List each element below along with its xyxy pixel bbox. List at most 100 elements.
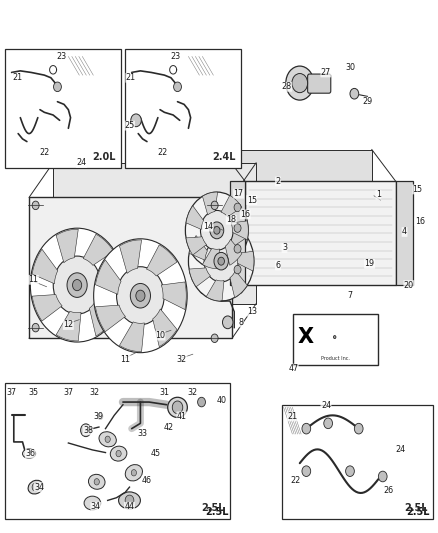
Polygon shape xyxy=(186,206,204,229)
Text: 17: 17 xyxy=(233,189,244,198)
Circle shape xyxy=(172,401,183,414)
Polygon shape xyxy=(221,196,242,217)
Polygon shape xyxy=(225,239,242,265)
Text: 21: 21 xyxy=(287,412,297,421)
Text: 18: 18 xyxy=(226,215,236,224)
Text: 44: 44 xyxy=(124,502,134,511)
Circle shape xyxy=(292,74,307,93)
Text: 23: 23 xyxy=(170,52,180,61)
Text: 22: 22 xyxy=(290,476,300,484)
Text: 2.5L: 2.5L xyxy=(205,507,229,517)
Polygon shape xyxy=(120,240,141,273)
Text: 34: 34 xyxy=(34,482,44,491)
Circle shape xyxy=(131,114,141,127)
Polygon shape xyxy=(202,248,219,269)
Polygon shape xyxy=(153,309,177,346)
Text: 2: 2 xyxy=(276,177,280,186)
Text: 12: 12 xyxy=(64,320,74,329)
FancyBboxPatch shape xyxy=(200,253,242,294)
Circle shape xyxy=(234,265,241,274)
Circle shape xyxy=(53,256,101,314)
Polygon shape xyxy=(189,236,207,260)
Polygon shape xyxy=(231,221,248,240)
Text: 34: 34 xyxy=(91,502,101,511)
Text: 46: 46 xyxy=(142,476,152,484)
Text: 4: 4 xyxy=(402,228,407,237)
Text: 32: 32 xyxy=(89,388,99,397)
Bar xyxy=(396,181,413,285)
Circle shape xyxy=(333,336,336,338)
Circle shape xyxy=(67,273,87,297)
Polygon shape xyxy=(189,268,211,287)
Circle shape xyxy=(350,88,359,99)
Text: 10: 10 xyxy=(155,331,165,340)
Ellipse shape xyxy=(88,474,105,489)
Text: 37: 37 xyxy=(64,388,74,397)
Text: 32: 32 xyxy=(177,355,187,364)
Polygon shape xyxy=(323,326,330,335)
Text: 30: 30 xyxy=(345,63,355,71)
Text: 39: 39 xyxy=(94,412,104,421)
Circle shape xyxy=(214,227,220,234)
Circle shape xyxy=(53,82,61,92)
Bar xyxy=(5,383,230,519)
Bar xyxy=(5,49,121,168)
Text: 11: 11 xyxy=(120,355,130,364)
Polygon shape xyxy=(226,225,247,247)
Circle shape xyxy=(81,424,91,437)
Ellipse shape xyxy=(119,492,141,509)
Text: 13: 13 xyxy=(247,307,257,316)
Bar xyxy=(29,197,232,338)
Text: 22: 22 xyxy=(157,148,167,157)
Ellipse shape xyxy=(84,496,101,510)
Circle shape xyxy=(188,221,254,301)
Polygon shape xyxy=(56,311,81,341)
Circle shape xyxy=(94,479,99,485)
Text: 24: 24 xyxy=(395,446,405,455)
Polygon shape xyxy=(98,271,123,299)
Circle shape xyxy=(125,495,134,506)
Text: 8: 8 xyxy=(238,318,244,327)
Text: 20: 20 xyxy=(404,280,414,289)
Circle shape xyxy=(32,201,39,209)
Polygon shape xyxy=(340,333,347,341)
Ellipse shape xyxy=(99,432,117,447)
Text: 23: 23 xyxy=(57,52,67,61)
Text: 2.0L: 2.0L xyxy=(92,152,116,162)
Polygon shape xyxy=(206,221,222,245)
Circle shape xyxy=(173,82,181,92)
Polygon shape xyxy=(186,237,207,255)
Polygon shape xyxy=(89,298,114,336)
Circle shape xyxy=(322,322,347,352)
Text: 36: 36 xyxy=(25,449,35,458)
Circle shape xyxy=(201,211,233,251)
Circle shape xyxy=(346,466,354,477)
Circle shape xyxy=(136,290,145,301)
Polygon shape xyxy=(334,322,341,330)
Text: 25: 25 xyxy=(124,121,134,130)
Text: 11: 11 xyxy=(28,275,39,284)
Circle shape xyxy=(95,240,186,352)
Ellipse shape xyxy=(22,449,35,458)
Circle shape xyxy=(218,257,224,265)
Text: 2.5L: 2.5L xyxy=(404,503,427,513)
Polygon shape xyxy=(230,271,247,297)
Polygon shape xyxy=(221,150,372,253)
Polygon shape xyxy=(120,322,145,352)
Circle shape xyxy=(32,483,39,491)
Circle shape xyxy=(234,245,241,253)
Circle shape xyxy=(105,436,110,442)
Polygon shape xyxy=(95,260,121,294)
Circle shape xyxy=(131,470,137,476)
Circle shape xyxy=(214,253,228,270)
Text: 24: 24 xyxy=(321,401,331,410)
Circle shape xyxy=(211,201,218,209)
Circle shape xyxy=(185,192,248,269)
Text: 47: 47 xyxy=(288,364,298,373)
Text: 29: 29 xyxy=(362,97,373,106)
Bar xyxy=(125,49,241,168)
Text: 45: 45 xyxy=(151,449,161,458)
Circle shape xyxy=(210,222,224,239)
Bar xyxy=(283,405,433,519)
Circle shape xyxy=(198,397,205,407)
